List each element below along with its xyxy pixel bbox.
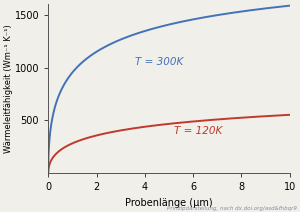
Text: T = 120K: T = 120K xyxy=(174,126,222,136)
Y-axis label: Wärmeleitfähigkeit (Wm⁻¹ K⁻¹): Wärmeleitfähigkeit (Wm⁻¹ K⁻¹) xyxy=(4,24,13,153)
Text: T = 300K: T = 300K xyxy=(135,57,183,67)
Text: Prinzipdarstellung, nach dx.doi.org/asd&fhbqr9: Prinzipdarstellung, nach dx.doi.org/asd&… xyxy=(167,206,297,211)
X-axis label: Probenlänge (μm): Probenlänge (μm) xyxy=(125,198,213,208)
